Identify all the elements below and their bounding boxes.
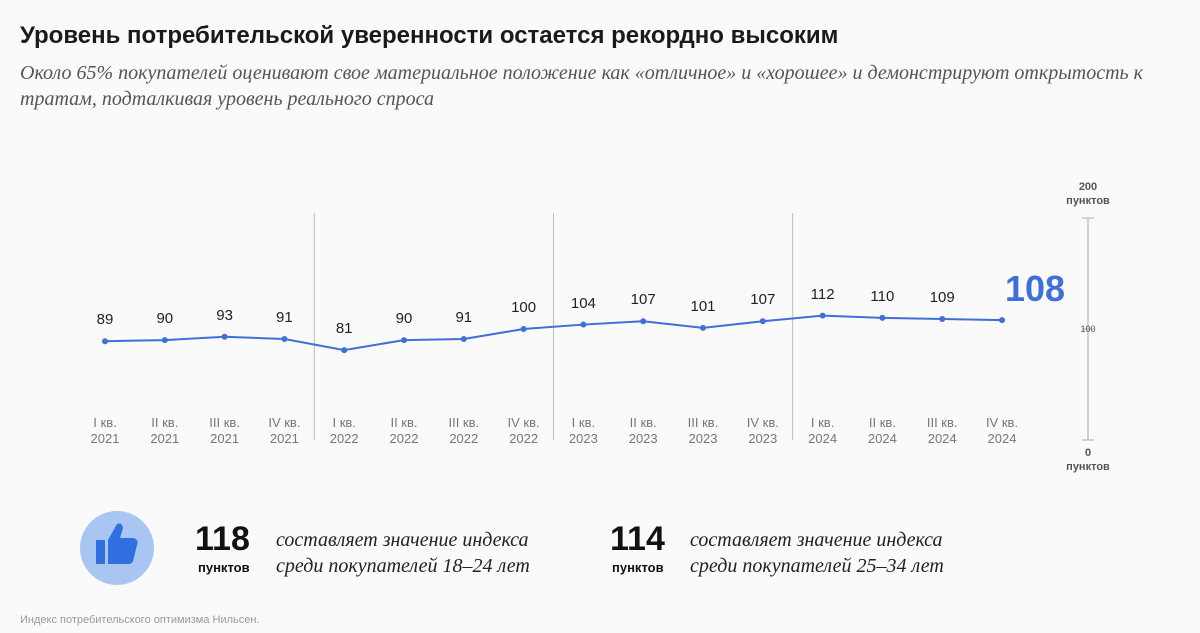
point	[281, 335, 288, 342]
x-tick-label: I кв. 2024	[808, 415, 838, 446]
x-tick-label: II кв. 2022	[389, 415, 419, 446]
point	[102, 338, 108, 345]
y-tick-label: 200 пунктов	[1066, 181, 1110, 207]
stat-unit: пунктов	[612, 560, 664, 575]
point	[879, 314, 886, 321]
x-tick-label: IV кв. 2021	[268, 415, 301, 446]
x-tick-label: III кв. 2022	[448, 415, 480, 446]
point	[819, 312, 826, 319]
x-tick-label: IV кв. 2024	[985, 415, 1019, 446]
x-tick-label: II кв. 2021	[150, 415, 180, 446]
value-label: 107	[750, 291, 776, 309]
value-label: 108	[1004, 268, 1066, 310]
y-tick-label: 100	[1080, 324, 1096, 334]
point	[580, 321, 587, 328]
y-tick-label: 0 пунктов	[1066, 447, 1110, 473]
value-label: 91	[276, 308, 293, 326]
point	[520, 326, 527, 332]
x-tick-label: I кв. 2023	[568, 415, 598, 446]
x-tick-label: III кв. 2021	[209, 415, 240, 446]
value-label: 107	[630, 291, 656, 309]
point	[460, 335, 467, 342]
point	[341, 347, 348, 354]
point	[700, 324, 706, 331]
value-label: 90	[395, 310, 413, 328]
point	[401, 337, 407, 344]
point	[161, 337, 168, 344]
value-label: 110	[870, 287, 895, 305]
stat-unit: пунктов	[198, 560, 250, 575]
value-label: 81	[335, 320, 353, 338]
x-tick-label: I кв. 2022	[329, 415, 359, 446]
point	[939, 316, 946, 323]
title: Уровень потребительской уверенности оста…	[20, 22, 839, 49]
x-tick-label: IV кв. 2022	[507, 415, 540, 446]
x-tick-label: II кв. 2023	[628, 415, 658, 446]
x-tick-label: IV кв. 2023	[746, 415, 779, 446]
value-label: 89	[96, 311, 114, 329]
value-label: 101	[690, 297, 716, 315]
x-tick-label: I кв. 2021	[90, 415, 120, 446]
x-tick-label: III кв. 2023	[687, 415, 719, 446]
line	[104, 314, 1003, 352]
value-label: 91	[455, 308, 473, 326]
x-tick-label: II кв. 2024	[867, 415, 897, 446]
value-label: 93	[216, 306, 233, 324]
stat-text: составляет значение индекса среди покупа…	[276, 529, 530, 577]
value-label: 104	[570, 294, 596, 312]
point	[221, 333, 228, 340]
subtitle: Около 65% покупателей оценивают свое мат…	[20, 62, 1143, 110]
footnote: Индекс потребительского оптимизма Нильсе…	[20, 614, 260, 626]
point	[759, 318, 766, 325]
value-label: 90	[156, 310, 174, 328]
thumb-icon	[96, 523, 138, 564]
stat-text: составляет значение индекса среди покупа…	[690, 529, 944, 577]
value-label: 112	[810, 285, 835, 303]
stat-value: 118	[195, 520, 250, 558]
value-label: 100	[511, 299, 537, 316]
value-label: 109	[929, 289, 955, 306]
point	[999, 317, 1005, 324]
stat-value: 114	[610, 520, 665, 558]
point	[640, 318, 647, 325]
x-tick-label: III кв. 2024	[926, 415, 958, 446]
